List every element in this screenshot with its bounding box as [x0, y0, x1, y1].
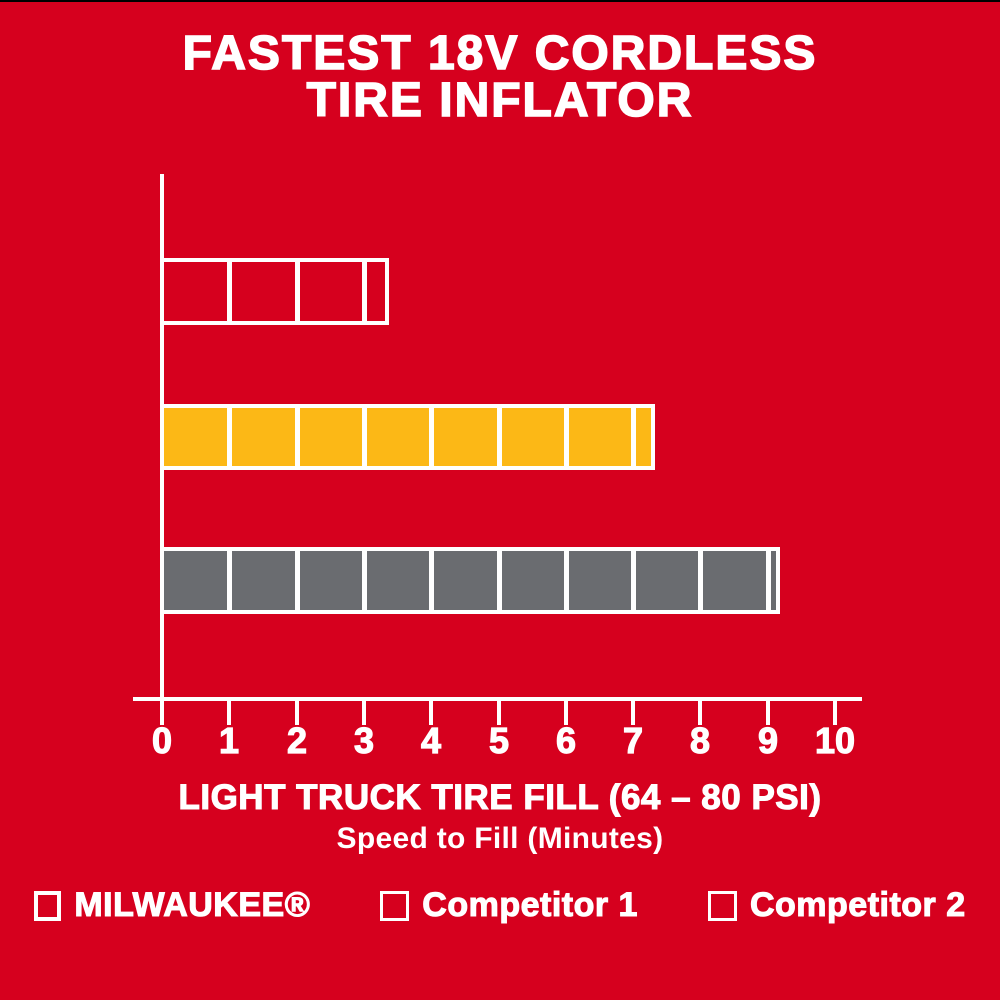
- tick-mark-8: [698, 699, 702, 725]
- tick-label-7: 7: [622, 719, 644, 761]
- title-line-1: FASTEST 18V CORDLESS: [182, 27, 818, 80]
- tick-label-9: 9: [757, 719, 779, 761]
- bar-competitor-2: [160, 547, 780, 614]
- bar-segment-divider: [766, 551, 771, 610]
- tick-label-2: 2: [286, 719, 308, 761]
- tick-mark-6: [564, 699, 568, 725]
- bar-segment-divider: [564, 408, 569, 466]
- tick-mark-10: [833, 699, 837, 725]
- title-line-2: TIRE INFLATOR: [306, 74, 694, 127]
- legend-item-competitor-1: Competitor 1: [380, 885, 638, 925]
- legend-item-competitor-2: Competitor 2: [707, 885, 966, 925]
- tick-mark-2: [295, 699, 299, 725]
- bar-segment-divider: [698, 551, 703, 610]
- bar-segment-divider: [429, 551, 434, 610]
- bar-segment-divider: [564, 551, 569, 610]
- bar-milwaukee: [160, 258, 389, 325]
- bar-segment-divider: [227, 408, 232, 466]
- tick-mark-4: [429, 699, 433, 725]
- bar-segment-divider: [227, 551, 232, 610]
- x-axis-subtitle: Speed to Fill (Minutes): [336, 822, 664, 855]
- milwaukee-swatch-icon: [34, 890, 62, 921]
- bar-segment-divider: [631, 408, 636, 466]
- competitor-1-swatch-icon: [380, 890, 410, 921]
- bar-segment-divider: [295, 551, 300, 610]
- bar-segment-divider: [227, 262, 232, 321]
- bar-segment-divider: [497, 408, 502, 466]
- tick-label-3: 3: [353, 719, 375, 761]
- tick-mark-7: [631, 699, 635, 725]
- bar-segment-divider: [362, 262, 367, 321]
- bar-segment-divider: [295, 262, 300, 321]
- tick-mark-5: [497, 699, 501, 725]
- tick-label-0: 0: [151, 719, 173, 761]
- competitor-2-swatch-icon: [707, 890, 737, 921]
- tick-label-5: 5: [488, 719, 510, 761]
- tick-label-10: 10: [814, 719, 856, 761]
- legend-item-milwaukee: MILWAUKEE®: [34, 885, 311, 925]
- legend-label-milwaukee: MILWAUKEE®: [74, 885, 311, 924]
- tick-label-1: 1: [218, 719, 240, 761]
- bar-segment-divider: [362, 408, 367, 466]
- tick-label-4: 4: [420, 719, 442, 761]
- tick-mark-0: [160, 699, 164, 725]
- poster-title: FASTEST 18V CORDLESS TIRE INFLATOR: [0, 27, 1000, 127]
- bar-segment-divider: [295, 408, 300, 466]
- bar-segment-divider: [497, 551, 502, 610]
- tick-label-6: 6: [555, 719, 577, 761]
- legend-label-competitor-1: Competitor 1: [422, 885, 638, 924]
- bar-segment-divider: [631, 551, 636, 610]
- bar-segment-divider: [429, 408, 434, 466]
- x-axis-title: LIGHT TRUCK TIRE FILL (64 – 80 PSI): [178, 777, 822, 817]
- legend: MILWAUKEE® Competitor 1 Competitor 2: [0, 885, 1000, 925]
- legend-label-competitor-2: Competitor 2: [749, 885, 966, 924]
- tick-mark-3: [362, 699, 366, 725]
- tick-mark-1: [227, 699, 231, 725]
- tick-label-8: 8: [689, 719, 711, 761]
- bar-segment-divider: [362, 551, 367, 610]
- bar-competitor-1: [160, 404, 655, 470]
- tick-mark-9: [766, 699, 770, 725]
